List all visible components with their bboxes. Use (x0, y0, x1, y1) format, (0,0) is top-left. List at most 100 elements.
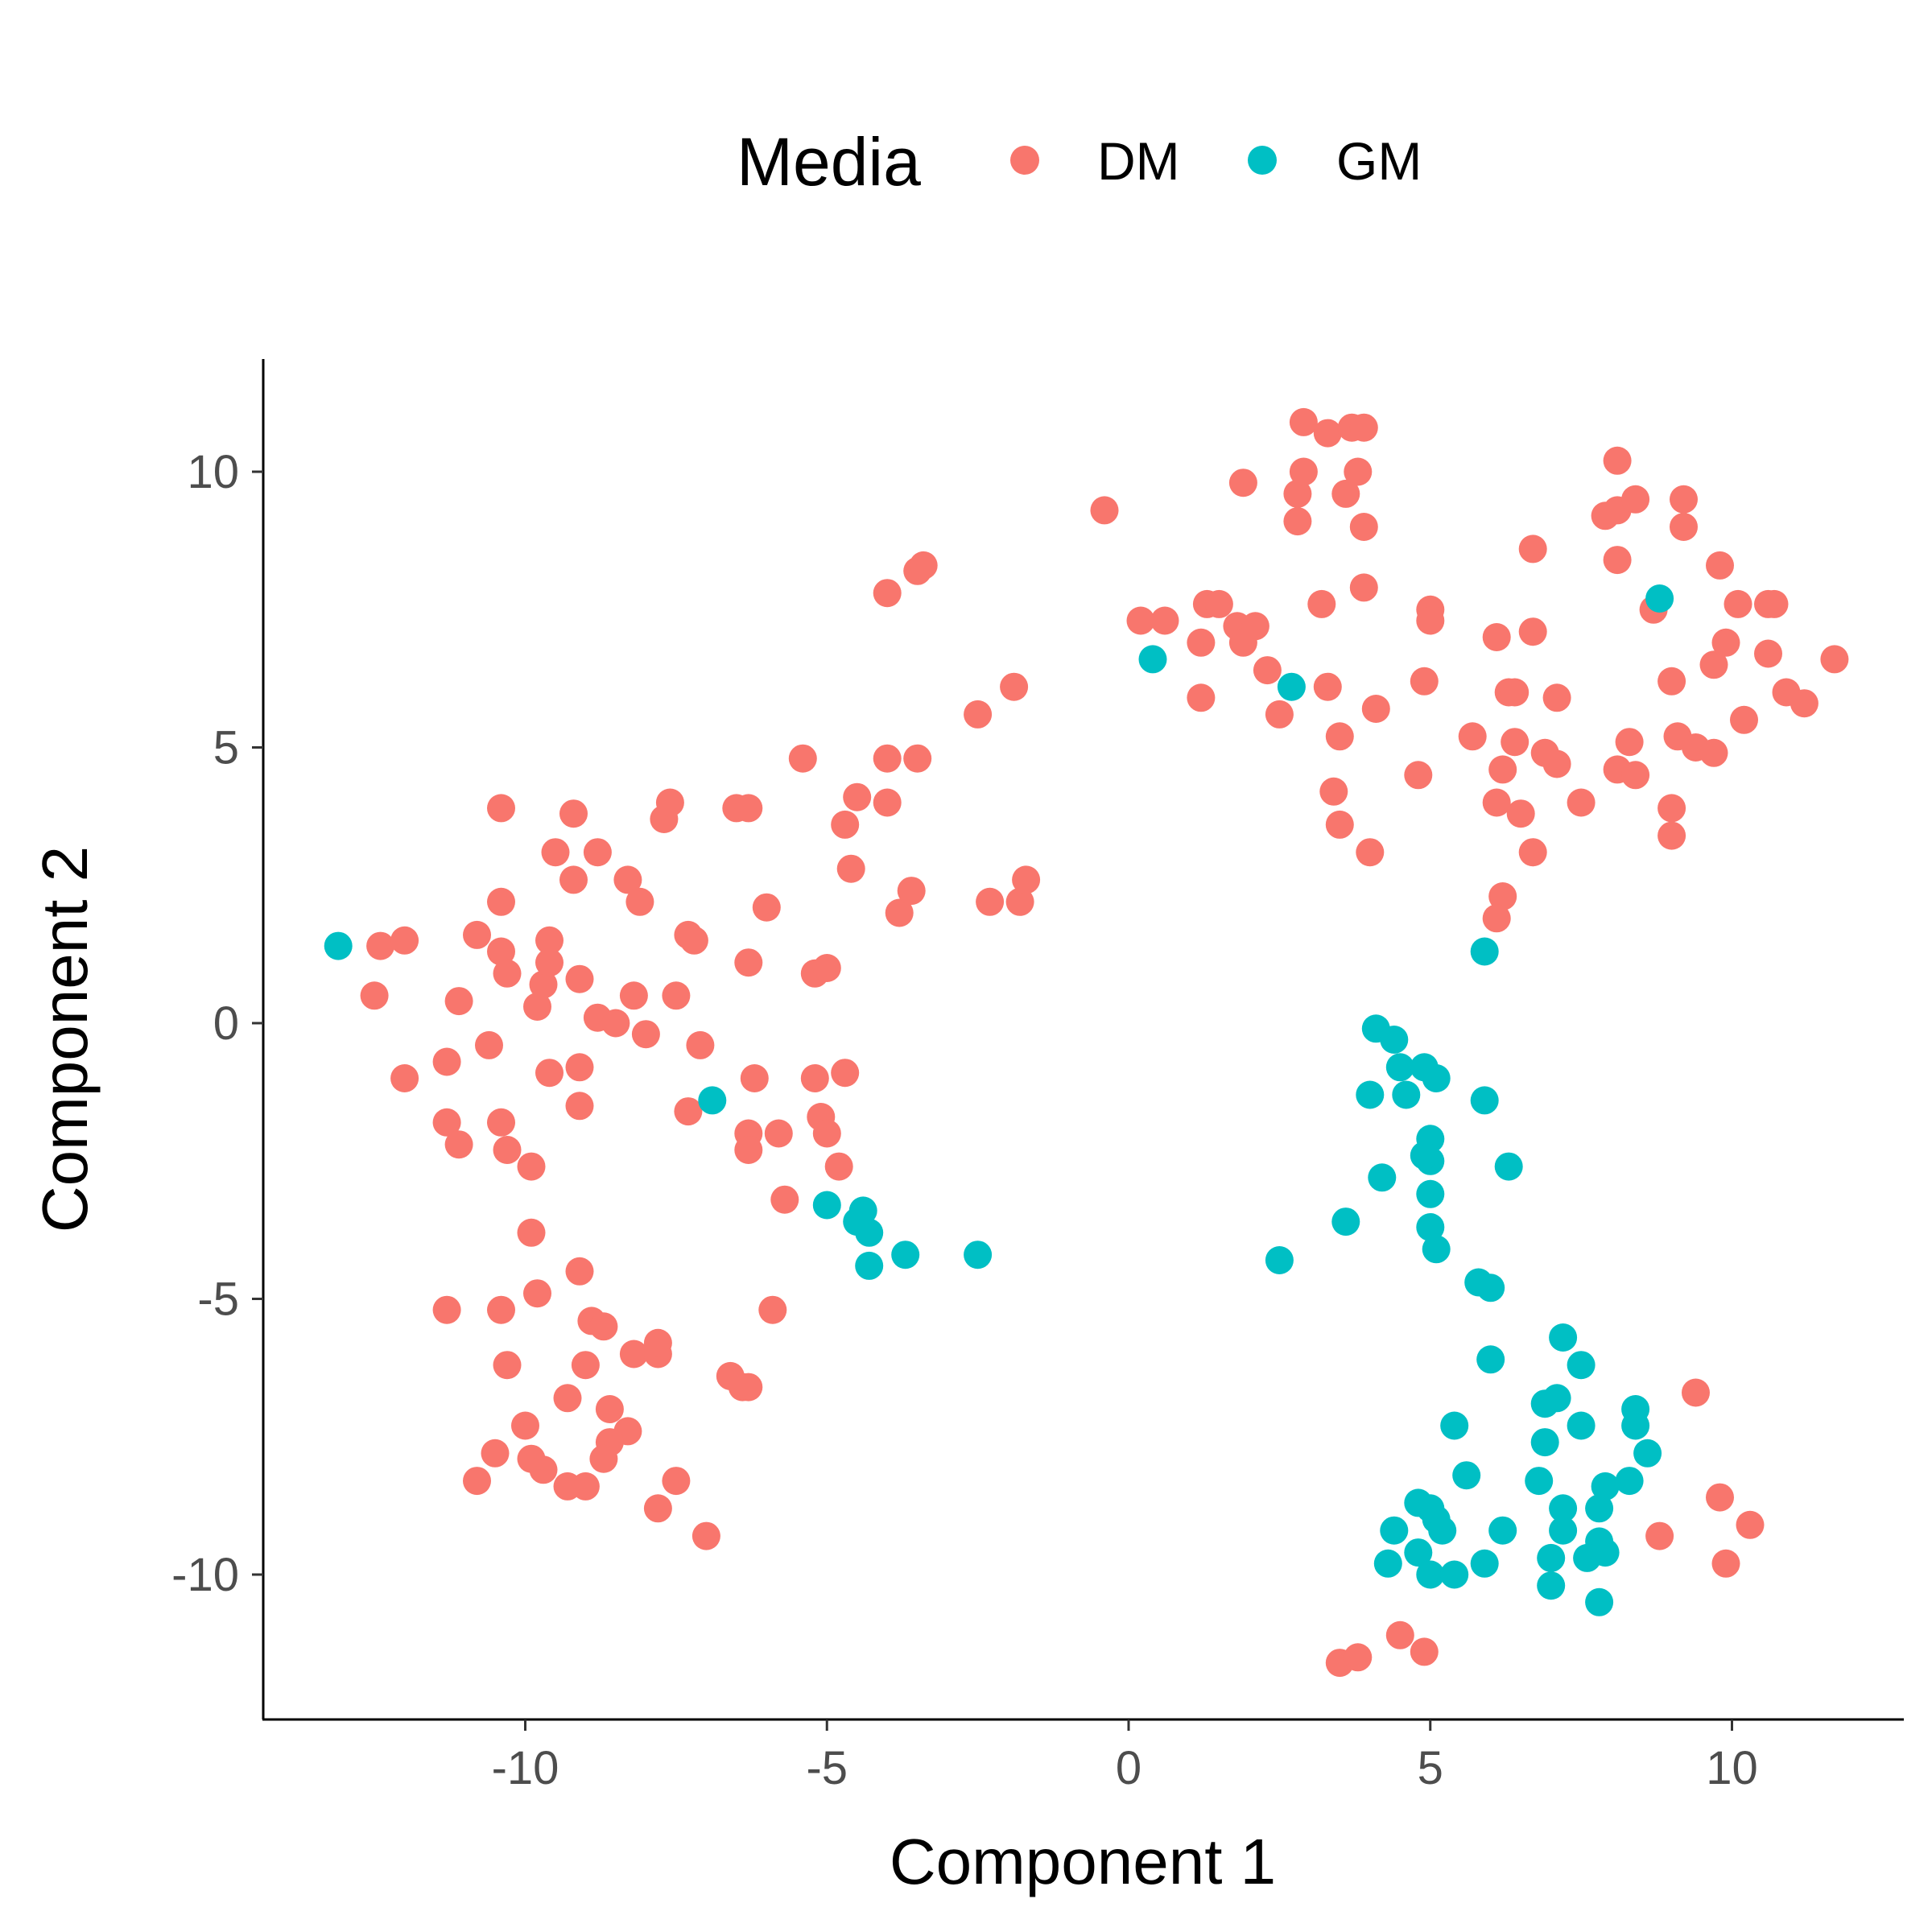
data-point-gm (1476, 1345, 1505, 1374)
data-point-gm (1549, 1494, 1578, 1523)
data-point-dm (1670, 485, 1698, 514)
data-point-dm (1657, 794, 1686, 823)
data-point-dm (613, 865, 642, 894)
data-point-gm (1633, 1439, 1662, 1468)
data-point-dm (1307, 589, 1336, 618)
data-point-dm (390, 926, 419, 955)
data-point-dm (1724, 589, 1752, 618)
data-point-dm (1518, 617, 1547, 646)
data-point-dm (487, 937, 515, 966)
data-point-dm (812, 954, 841, 982)
data-point-gm (855, 1218, 884, 1247)
data-point-dm (1567, 788, 1596, 817)
data-point-gm (1416, 1560, 1445, 1589)
y-tick-label: 10 (187, 446, 239, 498)
data-point-dm (1458, 722, 1487, 751)
data-point-dm (517, 1152, 546, 1181)
data-point-dm (619, 981, 648, 1010)
data-point-dm (812, 1119, 841, 1148)
data-point-gm (1567, 1411, 1596, 1440)
data-point-gm (1470, 937, 1499, 966)
data-point-dm (1404, 761, 1433, 790)
data-point-dm (1730, 705, 1758, 734)
data-point-dm (631, 1020, 660, 1049)
data-point-dm (1283, 507, 1312, 536)
data-point-dm (1682, 1378, 1710, 1407)
data-point-gm (1380, 1516, 1409, 1545)
data-point-dm (1356, 838, 1385, 867)
data-point-dm (523, 993, 551, 1021)
data-point-dm (1699, 650, 1728, 679)
data-point-dm (1000, 672, 1029, 701)
data-point-dm (1518, 838, 1547, 867)
data-point-dm (529, 1455, 558, 1484)
data-point-dm (1542, 749, 1571, 778)
data-point-dm (662, 981, 691, 1010)
data-point-dm (366, 931, 395, 960)
data-point-dm (1736, 1510, 1765, 1539)
data-point-dm (1603, 546, 1632, 575)
data-point-dm (1385, 1620, 1414, 1649)
data-point-dm (1615, 728, 1644, 757)
data-point-gm (1585, 1587, 1614, 1616)
data-point-dm (390, 1064, 419, 1092)
data-point-dm (1488, 882, 1517, 910)
data-point-dm (559, 799, 588, 828)
data-point-dm (1204, 589, 1233, 618)
data-point-gm (1385, 1053, 1414, 1082)
data-point-gm (1591, 1472, 1620, 1501)
legend-marker-dm (1010, 146, 1039, 175)
data-point-dm (1319, 777, 1348, 806)
data-point-dm (662, 1467, 691, 1496)
data-point-dm (523, 1279, 551, 1308)
data-point-dm (493, 959, 522, 988)
data-point-dm (831, 810, 860, 839)
data-point-dm (625, 887, 654, 916)
y-axis-ticks: -10 -5 0 5 10 (171, 446, 263, 1601)
data-point-dm (1361, 695, 1390, 723)
data-point-dm (655, 788, 684, 817)
data-point-gm (1476, 1274, 1505, 1302)
data-point-dm (1754, 639, 1782, 668)
data-point-dm (432, 1047, 461, 1076)
x-axis-ticks: -10 -5 0 5 10 (492, 1719, 1758, 1794)
data-point-dm (1711, 1549, 1740, 1578)
data-point-dm (1711, 628, 1740, 657)
data-point-gm (324, 931, 353, 960)
data-point-dm (601, 1009, 630, 1038)
data-point-dm (493, 1136, 522, 1164)
data-point-dm (1518, 535, 1547, 564)
data-point-dm (565, 1092, 594, 1121)
data-point-dm (679, 926, 708, 955)
data-point-dm (444, 1130, 473, 1159)
data-point-gm (1368, 1163, 1397, 1192)
data-point-dm (432, 1108, 461, 1137)
data-point-dm (1187, 628, 1216, 657)
data-point-dm (752, 893, 781, 922)
data-point-dm (1150, 606, 1179, 635)
data-point-gm (1422, 1235, 1451, 1264)
x-tick-label: 10 (1706, 1742, 1758, 1794)
data-point-gm (1356, 1080, 1385, 1109)
data-point-dm (643, 1328, 672, 1357)
data-point-gm (1530, 1428, 1559, 1457)
data-points (324, 407, 1849, 1678)
data-point-gm (1416, 1179, 1445, 1208)
data-point-dm (740, 1064, 769, 1092)
data-point-dm (1325, 722, 1354, 751)
data-point-dm (1012, 865, 1041, 894)
data-point-dm (595, 1395, 624, 1423)
data-point-gm (1392, 1080, 1421, 1109)
data-point-dm (1289, 457, 1318, 486)
data-point-dm (1241, 612, 1269, 641)
y-axis-title: Component 2 (29, 846, 101, 1232)
x-tick-label: -5 (806, 1742, 848, 1794)
data-point-dm (1410, 1637, 1439, 1666)
data-point-dm (686, 1030, 715, 1059)
data-point-gm (1470, 1086, 1499, 1115)
data-point-dm (565, 1257, 594, 1286)
data-point-dm (1283, 479, 1312, 508)
data-point-dm (1760, 589, 1789, 618)
data-point-dm (764, 1119, 793, 1148)
data-point-dm (909, 551, 938, 580)
